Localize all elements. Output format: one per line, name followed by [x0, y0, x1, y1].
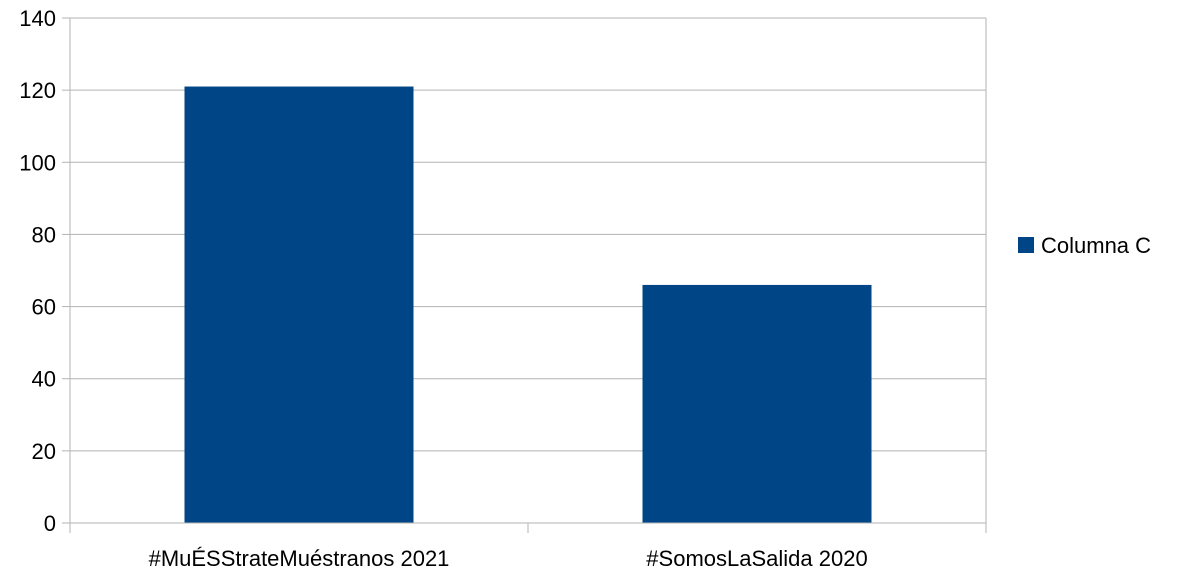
x-category-label: #SomosLaSalida 2020 — [646, 546, 867, 571]
bars — [184, 86, 872, 524]
bar — [184, 86, 414, 524]
x-axis-ticks: #MuÉSStrateMuéstranos 2021 #SomosLaSalida… — [69, 523, 987, 571]
x-category-label: #MuÉSStrateMuéstranos 2021 — [149, 546, 450, 571]
y-tick-label: 140 — [19, 6, 56, 31]
y-tick-label: 40 — [32, 367, 56, 392]
y-tick-label: 120 — [19, 78, 56, 103]
legend: Columna C — [1018, 233, 1151, 258]
y-tick-label: 60 — [32, 295, 56, 320]
bar — [642, 284, 872, 523]
y-tick-label: 100 — [19, 150, 56, 175]
y-tick-label: 20 — [32, 439, 56, 464]
legend-swatch — [1018, 237, 1034, 253]
legend-label: Columna C — [1041, 233, 1151, 258]
y-axis-ticks: 0 20 40 60 80 100 120 140 — [19, 6, 70, 536]
y-tick-label: 0 — [44, 511, 56, 536]
y-tick-label: 80 — [32, 222, 56, 247]
axes — [62, 18, 987, 524]
